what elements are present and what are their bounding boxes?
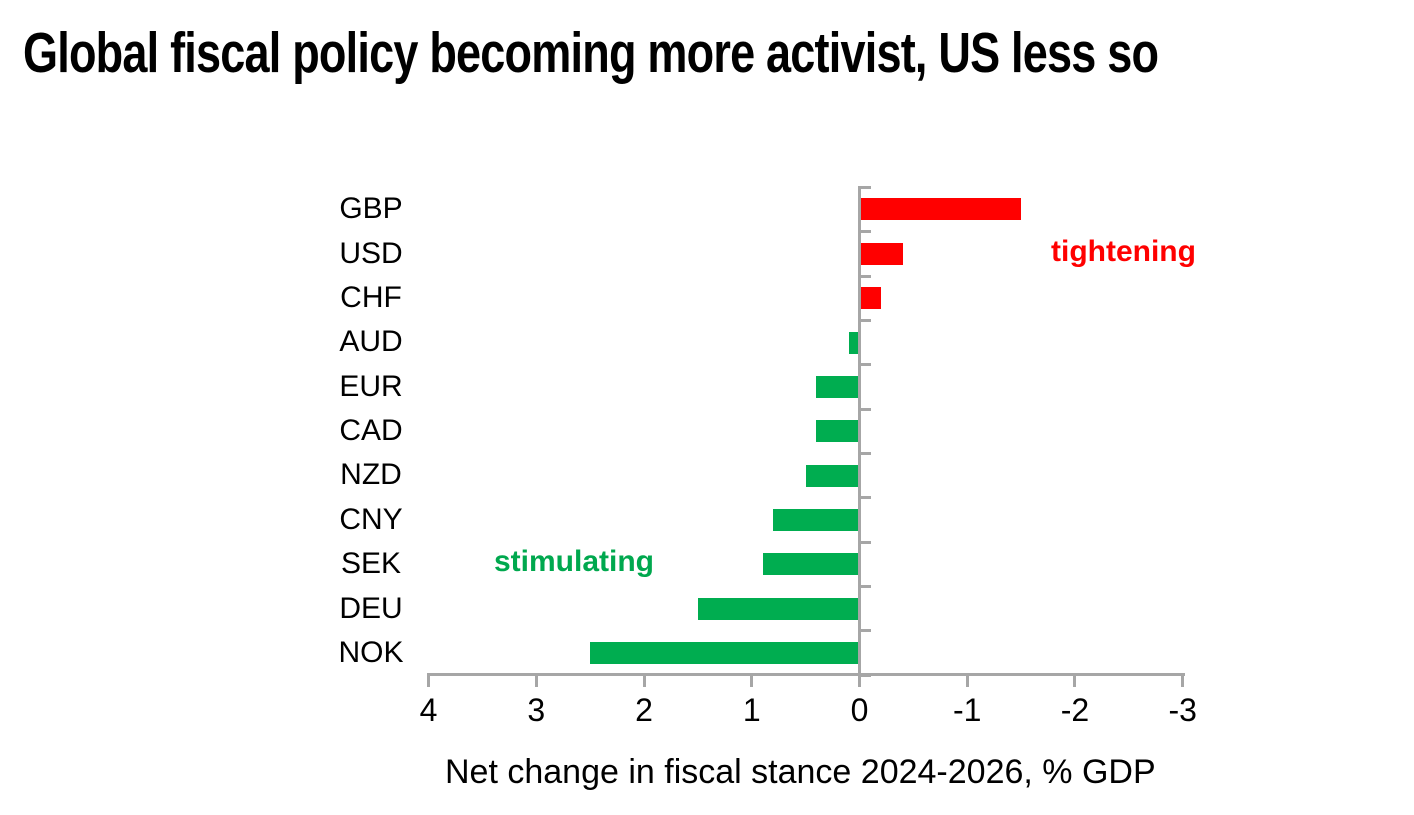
y-axis-tick	[859, 274, 871, 278]
category-label: SEK	[340, 547, 402, 581]
y-axis-tick	[859, 496, 871, 500]
x-tick-label: 4	[419, 692, 438, 728]
x-axis-tick	[534, 672, 538, 687]
y-axis-tick	[859, 585, 871, 589]
bar-DEU	[697, 597, 860, 620]
y-axis-tick	[859, 629, 871, 633]
x-tick-label: -2	[1060, 692, 1090, 728]
y-axis-tick	[859, 540, 871, 544]
x-tick-label: 1	[742, 692, 761, 728]
bar-NOK	[590, 642, 860, 665]
chart-title: Global fiscal policy becoming more activ…	[23, 21, 1159, 85]
category-label: USD	[339, 236, 403, 270]
category-label: AUD	[339, 325, 403, 359]
x-tick-label: 3	[527, 692, 546, 728]
x-axis-tick	[642, 672, 646, 687]
bar-NZD	[805, 464, 860, 487]
x-tick-label: 2	[635, 692, 653, 728]
bar-SEK	[762, 553, 860, 576]
category-label: NOK	[338, 635, 404, 669]
y-axis-tick	[859, 185, 871, 189]
bar-CNY	[773, 509, 860, 531]
x-axis-tick	[1073, 672, 1077, 687]
y-axis-tick	[859, 363, 871, 367]
bar-USD	[859, 242, 903, 265]
y-axis-line	[858, 185, 861, 677]
annotation-tightening: tightening	[1051, 234, 1196, 268]
y-axis-tick	[859, 230, 871, 234]
y-axis-tick	[859, 407, 871, 411]
x-tick-label: -3	[1168, 692, 1197, 728]
y-axis-tick	[859, 451, 871, 455]
category-label: GBP	[339, 192, 403, 226]
category-label: CHF	[340, 281, 402, 315]
category-label: DEU	[339, 591, 403, 625]
x-axis-tick	[427, 672, 431, 687]
x-axis-line	[428, 672, 1185, 676]
x-axis-tick	[858, 672, 861, 687]
category-label: EUR	[339, 369, 403, 403]
category-label: NZD	[340, 458, 402, 492]
x-axis-title: Net change in fiscal stance 2024-2026, %…	[445, 753, 1156, 791]
x-axis-tick	[750, 672, 754, 687]
annotation-stimulating: stimulating	[494, 545, 655, 579]
x-tick-label: 0	[850, 692, 869, 728]
category-label: CAD	[339, 414, 403, 448]
category-label: CNY	[339, 502, 403, 536]
bar-CAD	[816, 420, 860, 443]
x-axis-tick	[965, 672, 969, 687]
bar-GBP	[859, 198, 1022, 221]
x-tick-label: -1	[952, 692, 982, 728]
bar-AUD	[848, 331, 860, 354]
x-axis-tick	[1181, 672, 1185, 687]
bar-CHF	[859, 287, 882, 310]
y-axis-tick	[859, 318, 871, 322]
bar-EUR	[816, 375, 860, 398]
